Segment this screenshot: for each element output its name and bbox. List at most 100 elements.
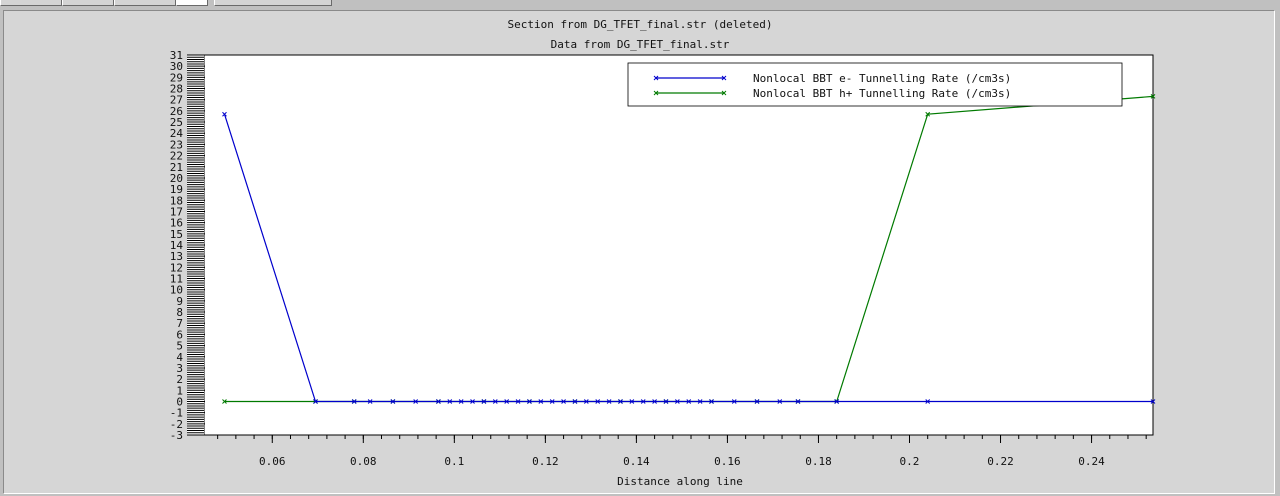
y-tick-label: 10 [170,284,183,297]
data-point [390,399,396,404]
data-point [618,399,623,404]
toolbar-button[interactable] [62,0,114,6]
y-tick-label: 24 [170,127,184,140]
y-tick-label: 7 [176,317,183,330]
y-tick-label: 22 [170,150,183,163]
legend-marker [721,90,727,96]
y-tick-label: 26 [170,105,183,118]
y-tick-label: 13 [170,250,183,263]
legend: Nonlocal BBT e- Tunnelling Rate (/cm3s) N… [627,62,1123,107]
y-tick-label: 5 [176,340,183,353]
plot-area [203,54,1154,436]
data-point [572,399,578,404]
x-axis-label: Distance along line [617,475,743,488]
legend-marker [653,90,659,96]
toolbar-strip [0,0,1280,6]
y-tick-label: 14 [170,239,184,252]
y-tick-label: 21 [170,161,183,174]
x-tick-label: 0.18 [805,455,832,468]
series-1 [222,111,1156,404]
y-tick-label: 15 [170,228,183,241]
y-tick-label: 2 [176,373,183,386]
chart-title: Section from DG_TFET_final.str (deleted) [508,18,773,31]
x-tick-label: 0.16 [714,455,741,468]
toolbar-field[interactable] [214,0,332,6]
x-tick-label: 0.14 [623,455,650,468]
data-point [777,399,783,404]
y-tick-label: 8 [176,306,183,319]
y-tick-label: 12 [170,261,183,274]
data-point [436,399,441,404]
data-point [1150,93,1156,99]
data-point [515,399,521,404]
y-tick-label: -1 [170,407,183,420]
legend-box [627,62,1123,107]
data-point [447,399,453,404]
data-point [481,399,487,404]
toolbar-button[interactable] [0,0,62,6]
y-tick-label: 19 [170,183,183,196]
x-tick-label: 0.08 [350,455,377,468]
x-tick-label: 0.12 [532,455,559,468]
y-tick-label: 25 [170,116,183,129]
y-tick-label: 16 [170,217,183,230]
data-point [795,399,801,404]
y-tick-label: 6 [176,328,183,341]
x-axis: 0.06 0.08 0.1 0.12 0.14 0.16 0.18 0.2 0.22 0.24 [217,435,1147,468]
y-tick-label: 27 [170,94,183,107]
data-point [629,399,635,404]
series-layer [222,93,1156,404]
y-tick-label: 28 [170,83,183,96]
data-point [754,399,760,404]
data-point [351,399,357,404]
data-point [731,399,737,404]
y-tick-label: 1 [176,384,183,397]
data-point [595,399,601,404]
data-point [367,399,373,404]
data-point [834,399,840,404]
data-point [504,399,510,404]
y-tick-label: 0 [176,395,183,408]
y-tick-label: 23 [170,138,183,151]
data-point [925,399,931,404]
y-tick-label: 18 [170,194,183,207]
y-tick-label: -2 [170,418,183,431]
data-point [697,399,703,404]
data-point [606,399,612,404]
legend-label: Nonlocal BBT e- Tunnelling Rate (/cm3s) [753,72,1011,85]
data-point [1150,399,1156,404]
toolbar-field[interactable] [176,0,208,6]
x-tick-label: 0.22 [987,455,1014,468]
chart: Section from DG_TFET_final.str (deleted)… [170,18,1156,488]
data-point [686,399,692,404]
y-tick-label: 11 [170,273,183,286]
series-line [223,114,1153,403]
data-point [222,399,227,404]
legend-marker [653,75,659,81]
toolbar-button[interactable] [114,0,176,6]
data-point [675,399,680,404]
legend-label: Nonlocal BBT h+ Tunnelling Rate (/cm3s) [753,87,1011,100]
data-point [527,399,532,404]
data-point [652,399,657,404]
data-point [413,399,419,404]
data-point [313,399,318,404]
data-point [640,399,646,404]
x-tick-label: 0.24 [1078,455,1105,468]
x-tick-label: 0.2 [900,455,920,468]
legend-marker [721,75,727,81]
data-point [470,399,475,404]
x-tick-label: 0.06 [259,455,286,468]
y-tick-label: 20 [170,172,183,185]
x-tick-label: 0.1 [444,455,464,468]
data-point [583,399,589,404]
data-point [538,399,544,404]
data-point [549,399,555,404]
data-point [925,111,931,117]
data-point [492,399,498,404]
y-tick-label: 17 [170,205,183,218]
y-tick-label: 4 [176,351,183,364]
plot-panel: Section from DG_TFET_final.str (deleted)… [3,10,1275,494]
y-axis: 3130292827262524232221201918171615141312… [170,49,205,442]
chart-subtitle: Data from DG_TFET_final.str [551,38,730,51]
